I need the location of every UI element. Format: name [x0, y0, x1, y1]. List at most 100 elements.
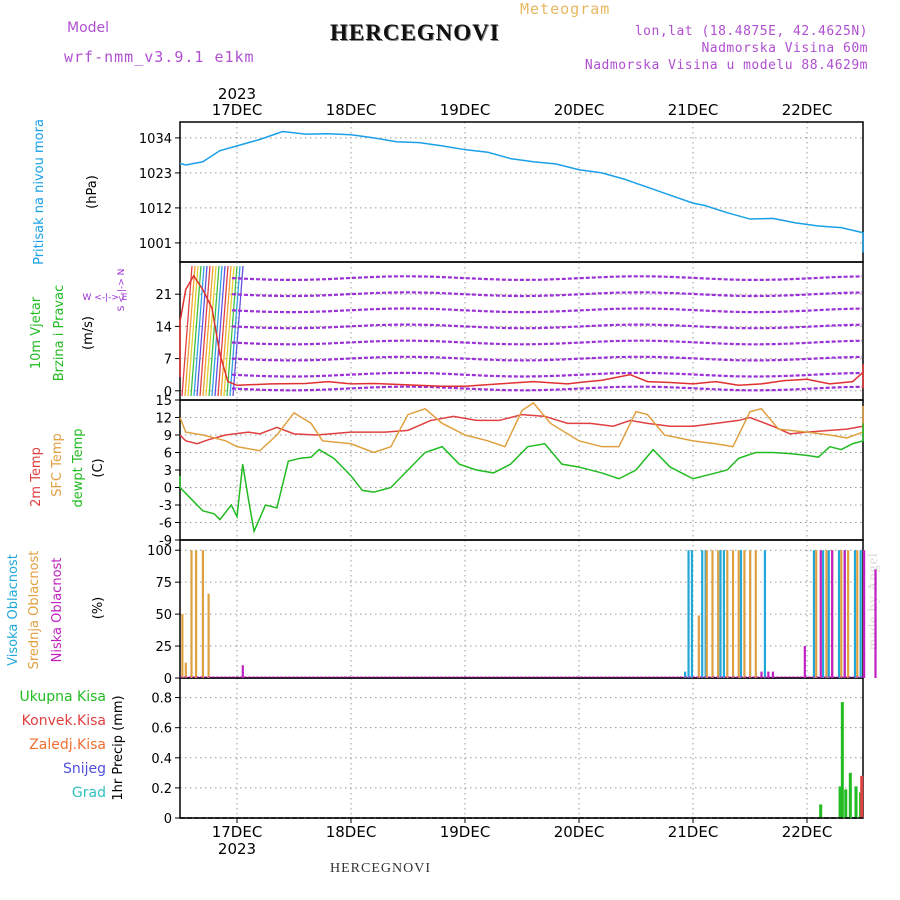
cloud-bar [701, 550, 704, 678]
footer-title: HERCEGNOVI [330, 861, 431, 876]
y-tick-label: 6 [164, 447, 172, 462]
pressure-axis-label: Pritisak na nivou mora [32, 119, 47, 265]
precip-legend-item: Snijeg [63, 761, 106, 777]
cloud-bar [763, 550, 767, 678]
x-day-label-top: 19DEC [440, 101, 491, 119]
precip-axis-label: 1hr Precip (mm) [111, 695, 126, 800]
precip-bar [840, 702, 844, 818]
y-tick-label: -9 [159, 534, 172, 549]
cloud-bar [717, 550, 720, 678]
temp-line-2 [179, 423, 864, 534]
cloud-bar [184, 662, 187, 678]
cloud-bar [731, 550, 735, 678]
cloud-bar [241, 665, 244, 678]
x-day-label-bottom: 21DEC [668, 823, 719, 841]
temp-axis-label-2m: 2m Temp [29, 447, 44, 507]
y-tick-label: 15 [155, 394, 172, 409]
cloud-bar [767, 671, 770, 678]
pressure-unit-label: (hPa) [85, 175, 100, 209]
cloud-bar [687, 550, 690, 678]
cloud-bar [705, 550, 708, 678]
y-tick-label: 0.4 [151, 752, 172, 767]
precip-bar [819, 804, 823, 818]
cloud-bar [856, 550, 859, 678]
cloud-unit-label: (%) [91, 597, 106, 620]
precip-legend-item: Konvek.Kisa [22, 713, 106, 729]
cloud-bar [827, 550, 830, 678]
cloud-bar [840, 550, 843, 678]
wind-barb-storm [184, 265, 196, 397]
panel-frame-cloud [179, 539, 864, 679]
wind-barb-row [231, 323, 863, 330]
model-altitude-label: Nadmorska Visina u modelu 88.4629m [584, 58, 868, 73]
wind-barb-storm [208, 265, 220, 397]
altitude-label: Nadmorska Visina 60m [701, 41, 868, 56]
y-tick-label: 0 [164, 482, 172, 497]
y-tick-label: 50 [155, 608, 172, 623]
wind-barb-row [231, 385, 863, 392]
cloud-bar [874, 569, 877, 678]
wind-barb-row [231, 275, 863, 281]
cloud-bar [207, 593, 210, 678]
temp-axis-label-sfc: SFC Temp [50, 433, 65, 497]
cloud-bar [859, 550, 862, 678]
cloud-bar [853, 550, 857, 678]
model-label: Model [67, 20, 110, 36]
cloud-bar [704, 550, 707, 678]
wind-barb-row [231, 371, 863, 378]
cloud-bar [722, 550, 725, 678]
cloud-bar [719, 550, 722, 678]
temp-unit-label: (C) [91, 458, 106, 477]
y-tick-label: 0 [164, 672, 172, 687]
cloud-bar [201, 550, 204, 678]
cloud-bar [819, 550, 822, 678]
x-day-label-bottom: 19DEC [440, 823, 491, 841]
x-day-label-top: 22DEC [782, 101, 833, 119]
cloud-bar [754, 550, 757, 678]
y-tick-label: 100 [147, 544, 172, 559]
wind-barb-storm [199, 265, 211, 397]
cloud-axis-label-mid: Srednja Oblacnost [27, 551, 42, 670]
wind-barb-storm [181, 265, 193, 397]
wind-barb-storm [217, 265, 229, 397]
y-tick-label: -6 [159, 517, 172, 532]
cloud-bar [803, 646, 806, 678]
panel-frame-wind [179, 261, 864, 401]
wind-barb-row [231, 339, 863, 346]
temp-line-1 [179, 401, 864, 454]
cloud-bar [815, 550, 818, 678]
cloud-bar [194, 550, 198, 678]
x-year-label-top: 2023 [218, 85, 256, 103]
x-day-label-top: 17DEC [212, 101, 263, 119]
wind-speed-line [179, 274, 864, 389]
y-tick-label: 0 [164, 812, 172, 827]
x-day-label-top: 21DEC [668, 101, 719, 119]
cloud-bar [749, 550, 752, 678]
wind-barb-storm [202, 265, 214, 397]
x-day-label-bottom: 17DEC [212, 823, 263, 841]
cloud-bar [697, 615, 700, 678]
y-tick-label: 3 [164, 464, 172, 479]
y-tick-label: 25 [155, 640, 172, 655]
chart-title: HERCEGNOVI [330, 20, 500, 45]
panel-frame-precip [179, 677, 864, 819]
wind-axis-label: 10m Vjetar [29, 296, 44, 369]
y-tick-label: 1034 [139, 132, 172, 147]
cloud-bar [743, 550, 746, 678]
precip-legend-item: Grad [72, 785, 106, 801]
cloud-bar [190, 550, 193, 678]
y-tick-label: 12 [155, 412, 172, 427]
cloud-bar [181, 614, 184, 678]
x-day-label-bottom: 22DEC [782, 823, 833, 841]
cloud-axis-label-high: Visoka Oblacnost [6, 554, 21, 666]
cloud-bar [711, 550, 714, 678]
x-day-label-bottom: 20DEC [554, 823, 605, 841]
pressure-line [179, 130, 864, 253]
wind-barb-storm [229, 265, 241, 397]
precip-bar [848, 772, 852, 818]
wind-barb-row [231, 307, 863, 314]
wind-direction-legend-2: S <-|-> N [117, 269, 127, 312]
temp-axis-label-dewpt: dewpt Temp [71, 428, 86, 507]
cloud-bar [690, 550, 694, 678]
